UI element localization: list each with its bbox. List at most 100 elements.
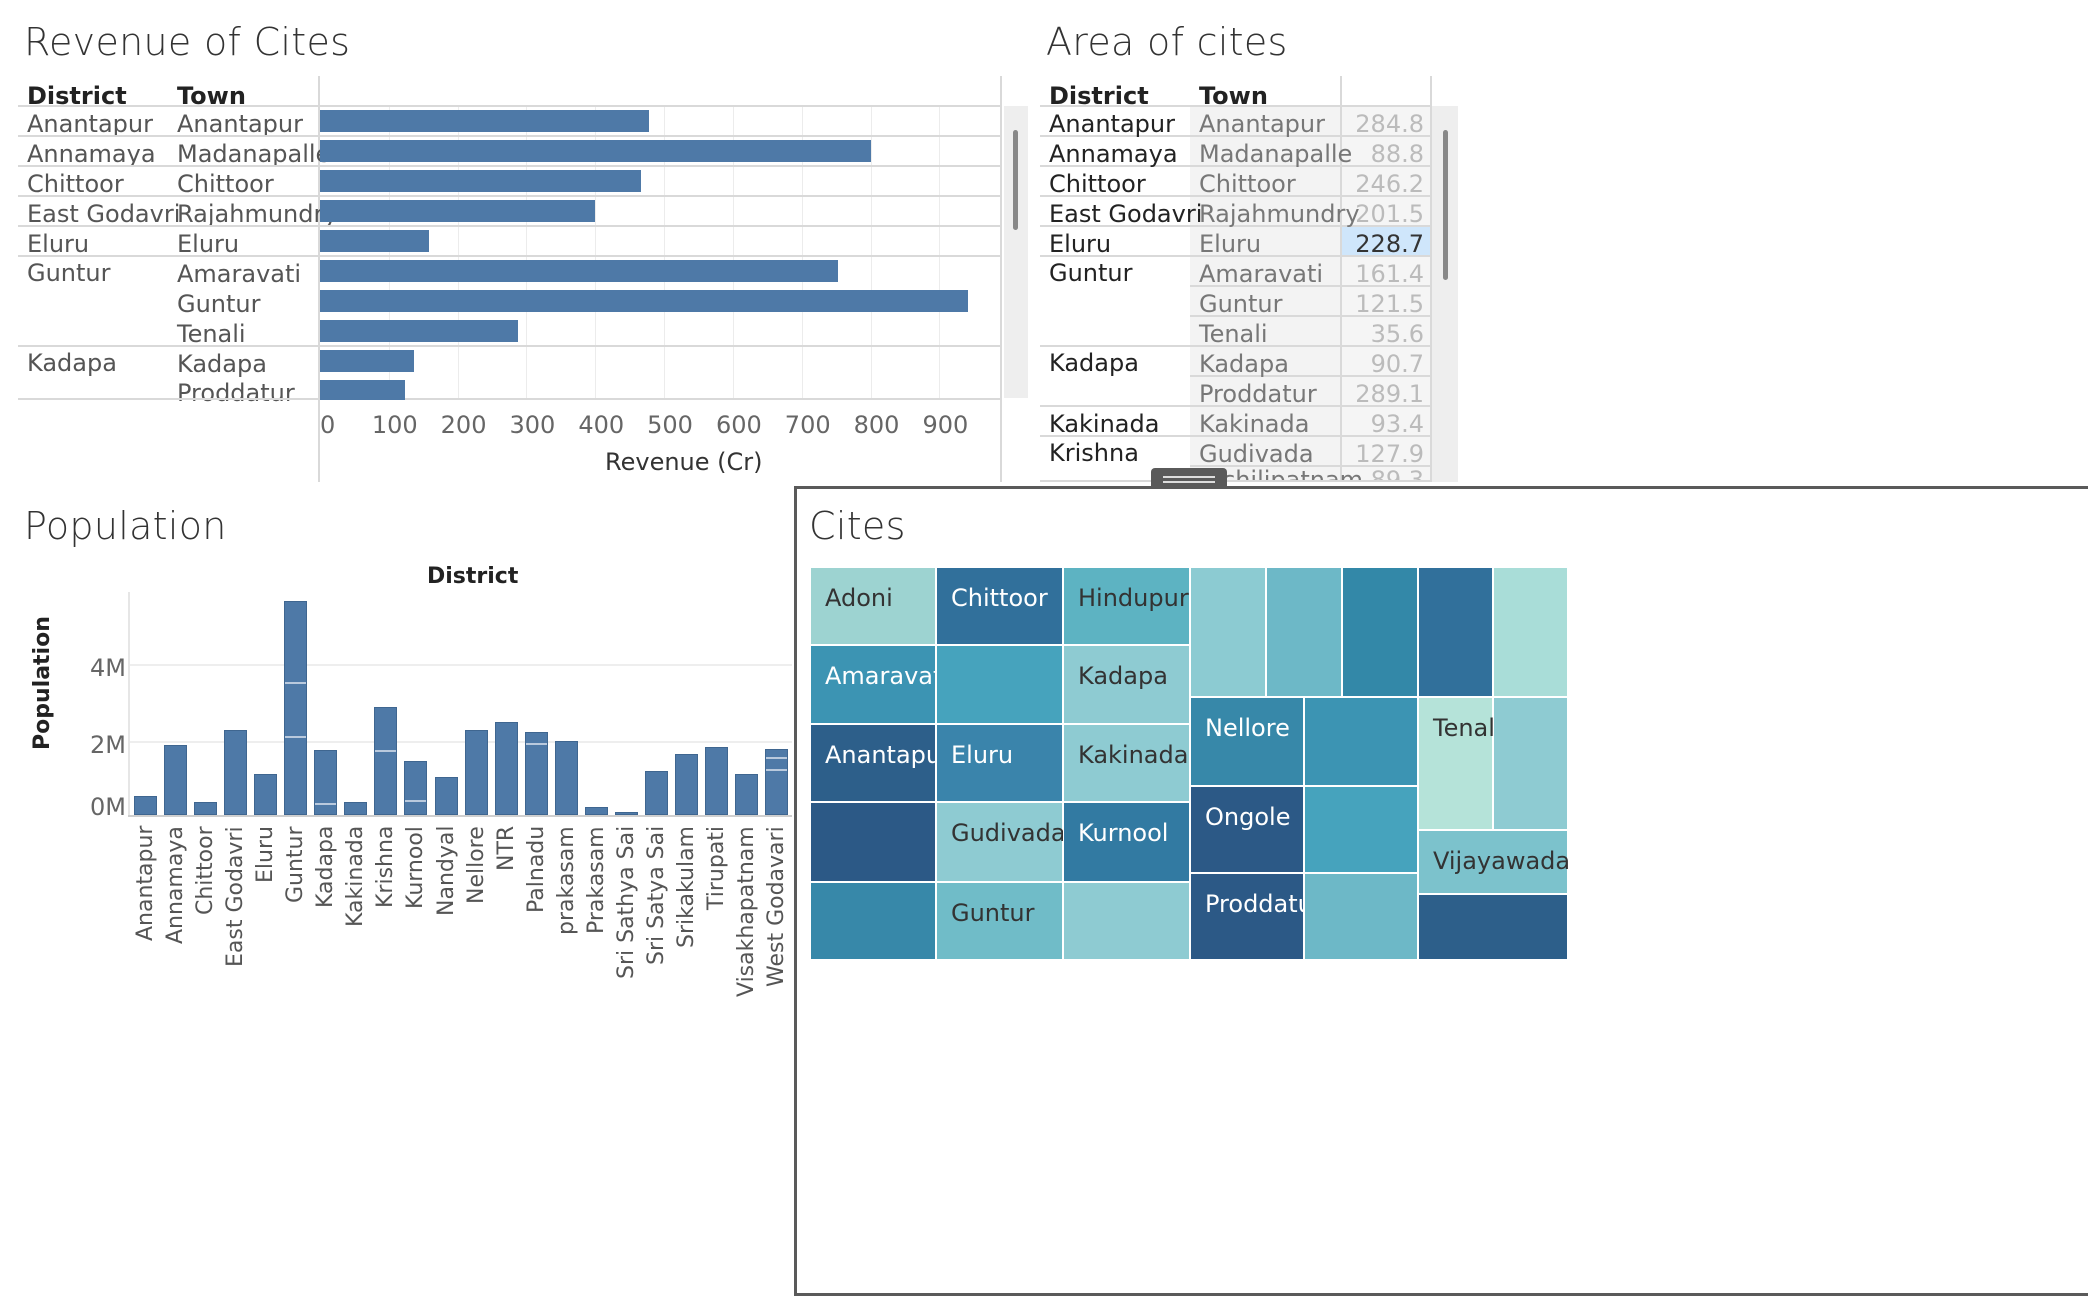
population-bar[interactable] <box>584 807 608 815</box>
population-bar[interactable] <box>494 722 518 815</box>
revenue-bar[interactable] <box>320 200 596 222</box>
revenue-tick-label: 400 <box>578 411 625 439</box>
treemap-cell[interactable]: Anantapur <box>810 724 951 802</box>
treemap-cell-label: Vijayawada <box>1433 847 1571 875</box>
revenue-row-town: Madanapalle <box>177 140 331 168</box>
treemap-cell-label: Adoni <box>825 584 893 612</box>
population-bar-segment <box>525 743 547 746</box>
area-selected-cell[interactable] <box>1342 227 1430 255</box>
population-bar[interactable] <box>194 801 218 815</box>
treemap-cell[interactable]: Adoni <box>810 567 936 645</box>
treemap-cell[interactable] <box>1493 697 1568 830</box>
treemap-cell[interactable]: Vijayawada <box>1418 830 1571 894</box>
treemap-cell[interactable] <box>1493 567 1568 697</box>
population-bar[interactable] <box>765 749 789 815</box>
population-bar[interactable] <box>674 754 698 815</box>
area-row-value[interactable]: 161.4 <box>1355 260 1424 288</box>
area-row-value[interactable]: 88.8 <box>1370 140 1424 168</box>
treemap-cell[interactable]: Kadapa <box>1063 645 1190 724</box>
treemap-cell[interactable]: Proddatur <box>1190 873 1323 960</box>
revenue-bar[interactable] <box>320 260 838 282</box>
population-bar[interactable] <box>374 707 398 815</box>
treemap-cell[interactable]: Tenali <box>1418 697 1502 830</box>
revenue-scrollbar-thumb[interactable] <box>1013 130 1018 230</box>
area-scrollbar-thumb[interactable] <box>1443 130 1448 280</box>
population-bar[interactable] <box>524 731 548 815</box>
resize-handle[interactable] <box>1151 468 1227 488</box>
revenue-bar[interactable] <box>320 320 518 342</box>
population-bar[interactable] <box>704 746 728 815</box>
area-row-value[interactable]: 127.9 <box>1355 440 1424 468</box>
revenue-bar[interactable] <box>320 230 429 252</box>
population-bar[interactable] <box>404 760 428 815</box>
population-bar[interactable] <box>344 801 368 815</box>
area-row-value[interactable]: 93.4 <box>1370 410 1424 438</box>
population-x-label: Guntur <box>283 826 309 903</box>
treemap-cell[interactable]: Amaravati <box>810 645 949 724</box>
population-bar[interactable] <box>434 777 458 815</box>
area-row-value[interactable]: 246.2 <box>1355 170 1424 198</box>
treemap-cell[interactable] <box>1266 567 1342 697</box>
population-bar[interactable] <box>314 750 338 815</box>
treemap-cell[interactable] <box>1304 697 1418 786</box>
treemap-cell-label: Nellore <box>1205 714 1290 742</box>
treemap-cell-label: Kadapa <box>1078 662 1168 690</box>
treemap-cell[interactable] <box>810 882 936 960</box>
area-row-value[interactable]: 121.5 <box>1355 290 1424 318</box>
revenue-row-district: Annamaya <box>27 140 156 168</box>
area-row-district: Kadapa <box>1049 349 1139 377</box>
population-title: Population <box>24 504 227 548</box>
revenue-bar[interactable] <box>320 170 642 192</box>
treemap-cell[interactable]: Guntur <box>936 882 1063 960</box>
revenue-gridline <box>595 106 597 398</box>
revenue-row-town: Eluru <box>177 230 240 258</box>
population-bar[interactable] <box>464 730 488 815</box>
revenue-bar[interactable] <box>320 140 871 162</box>
area-row-value[interactable]: 35.6 <box>1370 320 1424 348</box>
population-bar[interactable] <box>284 600 308 815</box>
population-bar[interactable] <box>554 740 578 815</box>
treemap-cell[interactable]: Gudivada <box>936 802 1066 882</box>
area-row-value: 89.3 <box>1370 466 1424 480</box>
revenue-bar[interactable] <box>320 110 649 132</box>
area-row-town: Amaravati <box>1199 260 1324 288</box>
treemap-cell[interactable]: Hindupur <box>1063 567 1190 645</box>
area-row-value[interactable]: 284.8 <box>1355 110 1424 138</box>
treemap-cell[interactable] <box>1304 786 1418 873</box>
population-bar[interactable] <box>644 771 668 815</box>
treemap-cell[interactable]: Kakinada <box>1063 724 1190 802</box>
treemap-cell[interactable]: Eluru <box>936 724 1063 802</box>
population-x-label: Kadapa <box>313 825 339 908</box>
population-bar[interactable] <box>134 795 157 815</box>
treemap-cell[interactable] <box>1304 873 1418 960</box>
treemap-cell[interactable]: Kurnool <box>1063 802 1190 882</box>
treemap-cell[interactable] <box>1342 567 1418 697</box>
treemap-cell[interactable]: Nellore <box>1190 697 1304 786</box>
treemap-cell[interactable]: Ongole <box>1190 786 1304 873</box>
population-bar[interactable] <box>224 729 248 815</box>
population-bar[interactable] <box>614 811 638 815</box>
area-row-value[interactable]: 90.7 <box>1370 350 1424 378</box>
revenue-gridline <box>870 106 872 398</box>
revenue-tick-label: 600 <box>715 411 762 439</box>
treemap-cell[interactable] <box>1063 882 1190 960</box>
population-bar-segment <box>766 768 788 771</box>
treemap-cell[interactable] <box>1418 567 1493 697</box>
population-x-label: prakasam <box>553 826 579 935</box>
treemap-cell[interactable]: Chittoor <box>936 567 1063 645</box>
population-bar[interactable] <box>254 773 278 815</box>
area-row-town: Guntur <box>1199 290 1283 318</box>
area-row-value[interactable]: 201.5 <box>1355 200 1424 228</box>
revenue-bar[interactable] <box>320 290 969 312</box>
population-bar[interactable] <box>735 773 758 815</box>
treemap-cell[interactable] <box>1190 567 1266 697</box>
area-row-value[interactable]: 228.7 <box>1355 230 1424 258</box>
treemap-cell[interactable] <box>1418 894 1568 960</box>
treemap-cell[interactable] <box>936 645 1063 724</box>
revenue-bar[interactable] <box>320 380 405 400</box>
treemap-cell[interactable] <box>810 802 936 882</box>
area-row-district: Anantapur <box>1049 110 1175 138</box>
population-bar[interactable] <box>164 745 188 815</box>
area-row-value[interactable]: 289.1 <box>1355 380 1424 408</box>
revenue-bar[interactable] <box>320 350 414 372</box>
